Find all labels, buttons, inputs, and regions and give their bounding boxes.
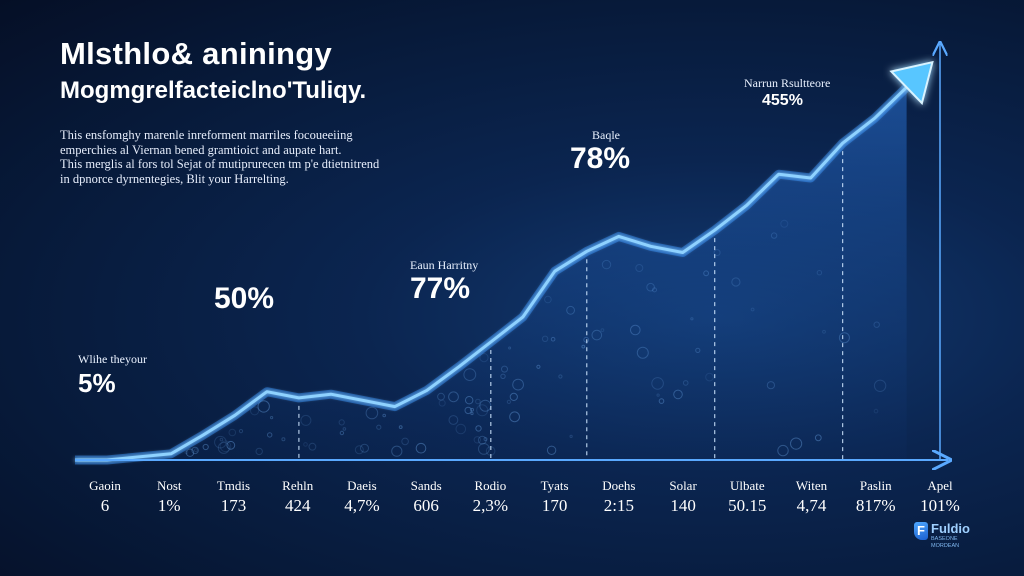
x-tick-category: Rodio: [474, 478, 506, 493]
callout-value: 50%: [214, 282, 275, 315]
callout-3: Eaun Harritny 77%: [410, 258, 478, 305]
x-tick-value: 101%: [920, 496, 960, 515]
header: Mlsthlo& aniningy Mogmgrelfacteiclno'Tul…: [60, 36, 366, 106]
x-tick-category: Apel: [927, 478, 953, 493]
x-tick-category: Daeis: [347, 478, 377, 493]
x-tick-value: 2,3%: [473, 496, 508, 515]
x-tick-value: 424: [285, 496, 311, 515]
chart-subtitle: Mogmgrelfacteiclno'Tuliqy.: [60, 77, 367, 104]
callout-label: Narrun Rsultteore: [744, 76, 831, 90]
description-line: This ensfomghy marenle inreforment marri…: [60, 128, 353, 142]
x-tick-category: Rehln: [282, 478, 314, 493]
x-tick-category: Ulbate: [730, 478, 765, 493]
chart-title: Mlsthlo& aniningy: [60, 36, 333, 71]
callout-2: 50%: [214, 283, 274, 315]
x-tick-value: 4,7%: [344, 496, 379, 515]
x-tick-value: 606: [413, 496, 439, 515]
callout-label: Baqle: [592, 128, 620, 142]
description-line: This merglis al fors tol Sejat of mutipr…: [60, 157, 380, 171]
x-tick-value: 140: [670, 496, 696, 515]
trend-arrowhead: [889, 60, 934, 106]
callout-value: 5%: [78, 368, 116, 398]
x-tick-category: Doehs: [602, 478, 635, 493]
description-line: in dpnorce dyrnentegies, Blit your Harre…: [60, 171, 289, 186]
x-tick-labels: Gaoin 6 Nost 1% Tmdis 173 Rehln 424 Daeis 4,7% San…: [89, 478, 960, 515]
x-tick-category: Tyats: [541, 478, 569, 493]
x-tick-category: Tmdis: [217, 478, 250, 493]
x-tick-value: 50.15: [728, 496, 766, 515]
x-tick-value: 170: [542, 496, 568, 515]
description: This ensfomghy marenle inreforment marri…: [60, 128, 390, 186]
x-tick-value: 6: [101, 496, 110, 515]
callout-label: Eaun Harritny: [410, 258, 479, 272]
logo-name: Fuldio: [931, 521, 970, 536]
x-tick-value: 1%: [158, 496, 181, 515]
series-line: [75, 86, 908, 462]
callout-5: Narrun Rsultteore 455%: [744, 76, 830, 111]
callout-value: 77%: [410, 272, 471, 305]
x-tick-category: Witen: [796, 478, 828, 493]
x-tick-value: 2:15: [604, 496, 634, 515]
dashed-markers: [298, 151, 844, 460]
x-tick-value: 4,74: [797, 496, 827, 515]
x-tick-value: 173: [221, 496, 247, 515]
x-tick-category: Nost: [157, 478, 182, 493]
brand-logo: F Fuldio BASEONE MORDEAN: [914, 522, 970, 550]
x-tick-value: 817%: [856, 496, 896, 515]
callout-value: 78%: [570, 142, 631, 175]
callout-label: Wlihe theyour: [78, 352, 147, 366]
x-tick-category: Paslin: [860, 478, 892, 493]
callout-value: 455%: [762, 92, 803, 109]
x-tick-category: Solar: [669, 478, 697, 493]
callout-1: Wlihe theyour 5%: [78, 352, 147, 399]
x-tick-category: Gaoin: [89, 478, 121, 493]
callout-4: Baqle 78%: [570, 128, 630, 175]
area-fill: [75, 87, 907, 461]
logo-icon: F: [914, 522, 928, 540]
logo-tagline: BASEONE MORDEAN: [931, 536, 960, 549]
x-tick-category: Sands: [411, 478, 442, 493]
description-line: emperchies al Viernan bened gramtioict a…: [60, 142, 342, 157]
